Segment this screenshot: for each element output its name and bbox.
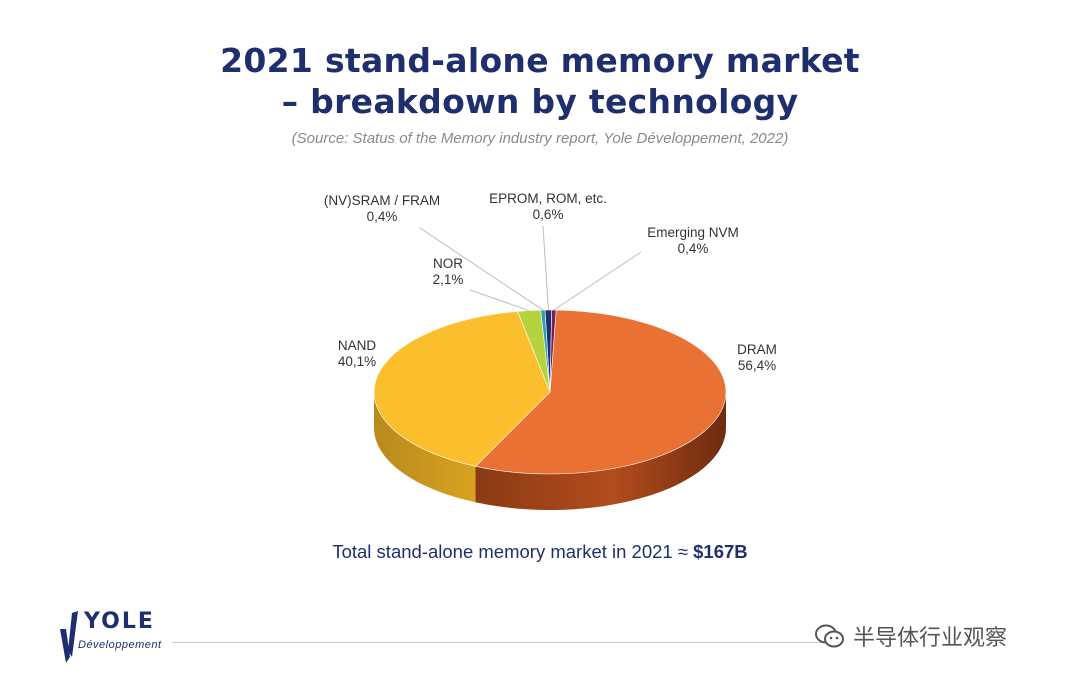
slice-dram	[474, 309, 727, 475]
yole-logo: YOLE Développement	[56, 607, 196, 667]
logo-subtitle: Développement	[78, 639, 162, 651]
slice-label-nv-sram-fram: (NV)SRAM / FRAM	[324, 193, 440, 208]
slice-label-eprom-rom-etc: EPROM, ROM, etc.	[489, 191, 607, 206]
slice-label-emerging-nvm: Emerging NVM	[647, 225, 739, 240]
total-text: Total stand-alone memory market in 2021 …	[332, 541, 694, 562]
logo-word: YOLE	[84, 609, 155, 634]
slice-value-emerging-nvm: 0,4%	[678, 241, 709, 256]
slice-label-nand: NAND	[338, 338, 377, 353]
source-note: (Source: Status of the Memory industry r…	[291, 130, 789, 147]
slice-label-nor: NOR	[433, 256, 463, 271]
title-line-2: – breakdown by technology	[281, 82, 799, 121]
leader-line-eprom-rom-etc	[542, 225, 549, 311]
footer-divider	[172, 642, 832, 643]
title-line-1: 2021 stand-alone memory market	[220, 41, 860, 80]
slice-value-nv-sram-fram: 0,4%	[367, 209, 398, 224]
slice-emerging-nvm	[549, 309, 557, 393]
leader-line-nv-sram-fram	[419, 227, 544, 311]
leader-line-emerging-nvm	[553, 251, 642, 311]
yole-mark-icon	[60, 611, 78, 663]
slice-value-eprom-rom-etc: 0,6%	[533, 207, 564, 222]
slice-label-dram: DRAM	[737, 342, 777, 357]
leader-line-nor	[469, 289, 530, 312]
slice-side-nand	[374, 392, 476, 503]
wechat-icon	[815, 624, 844, 648]
chart-title: 2021 stand-alone memory market – breakdo…	[0, 40, 1080, 122]
watermark-text: 半导体行业观察	[853, 626, 1008, 651]
slice-value-nor: 2,1%	[433, 272, 464, 287]
wechat-watermark: 半导体行业观察	[815, 618, 1007, 654]
slice-value-dram: 56,4%	[738, 358, 776, 373]
slice-value-nand: 40,1%	[338, 354, 376, 369]
total-market-note: Total stand-alone memory market in 2021 …	[0, 541, 1080, 563]
total-value: $167B	[693, 541, 748, 562]
slice-nand	[373, 311, 551, 467]
slice-side-dram	[475, 392, 726, 510]
